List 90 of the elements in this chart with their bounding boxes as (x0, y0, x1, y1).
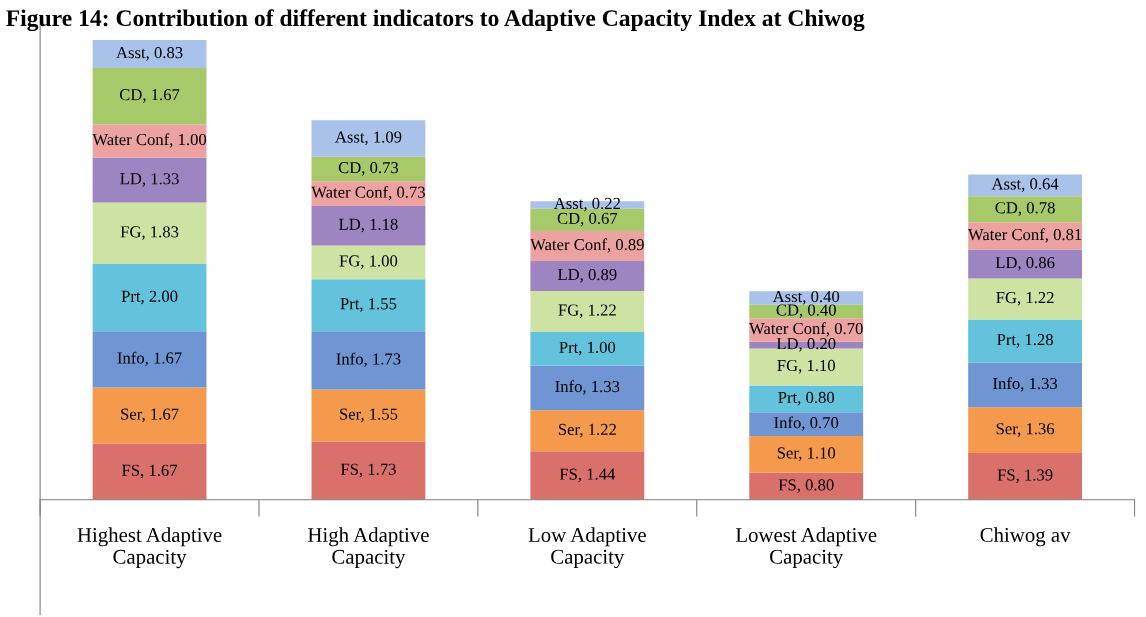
bar (92, 68, 207, 125)
data-label: Water Conf, 0.89 (530, 238, 644, 253)
x-tick-label: High Adaptive Capacity (307, 527, 429, 569)
bar (311, 205, 426, 246)
data-label: Prt, 1.55 (340, 298, 397, 312)
data-label: Water Conf, 0.81 (967, 228, 1082, 243)
bar (92, 40, 207, 69)
data-label: FS, 1.67 (122, 464, 178, 479)
data-label: Info, 1.33 (555, 380, 620, 395)
bar (92, 443, 207, 500)
data-label: FG, 1.10 (777, 359, 835, 374)
data-label: Water Conf, 1.00 (92, 133, 207, 148)
data-label: Ser, 1.22 (558, 423, 616, 438)
data-label: Prt, 1.00 (559, 341, 616, 356)
bar (968, 222, 1083, 250)
bar (749, 412, 864, 436)
data-label: CD, 0.78 (995, 202, 1055, 216)
data-label: CD, 0.67 (557, 212, 618, 227)
data-label: Info, 1.67 (117, 351, 182, 366)
data-label: CD, 0.73 (338, 161, 399, 176)
data-label: Info, 1.33 (993, 377, 1058, 392)
data-label: Ser, 1.55 (340, 408, 398, 423)
data-label: Asst, 0.64 (991, 178, 1059, 192)
bar (749, 472, 864, 500)
x-tick-label: Highest Adaptive Capacity (77, 527, 222, 569)
bar (311, 441, 426, 500)
data-label: Info, 0.70 (774, 416, 839, 431)
data-label: FG, 1.22 (558, 304, 616, 319)
bar (311, 181, 426, 206)
x-tick-label: Lowest Adaptive Capacity (735, 527, 877, 569)
data-label: FS, 1.39 (997, 469, 1053, 483)
bar (968, 319, 1083, 363)
bar (530, 290, 645, 332)
data-label: Prt, 1.28 (997, 333, 1053, 348)
x-tick-label: Chiwog av (980, 527, 1071, 547)
bar (968, 407, 1083, 454)
data-label: Asst, 0.22 (553, 197, 620, 212)
data-label: Water Conf, 0.70 (749, 322, 863, 337)
data-label: Info, 1.73 (336, 352, 401, 367)
bar (311, 389, 426, 442)
data-label: FG, 1.22 (996, 292, 1054, 306)
data-label: LD, 0.89 (557, 268, 617, 283)
chart-title: Figure 14: Contribution of different indicators to Adaptive Capacity Index at Chiwog (6, 9, 865, 32)
bar (311, 120, 426, 157)
data-label: FG, 1.83 (120, 226, 179, 240)
bar (968, 196, 1083, 223)
bar (530, 331, 645, 366)
bar (749, 291, 864, 305)
bar (530, 451, 645, 500)
bar (530, 231, 645, 262)
data-label: FS, 1.73 (340, 463, 396, 478)
x-tick-label: Low Adaptive Capacity (528, 527, 646, 569)
bar (968, 362, 1083, 408)
data-label: Ser, 1.10 (777, 447, 836, 461)
bar (92, 387, 207, 444)
bar (92, 331, 207, 388)
data-label: LD, 0.86 (995, 256, 1055, 271)
bar (311, 245, 426, 280)
data-label: LD, 0.20 (776, 338, 836, 352)
bar (749, 385, 864, 413)
data-label: FS, 1.44 (559, 468, 616, 483)
bar (968, 278, 1083, 320)
data-label: Prt, 2.00 (121, 290, 178, 305)
data-label: Water Conf, 0.73 (311, 185, 425, 201)
bar (968, 174, 1083, 197)
data-label: FS, 0.80 (778, 479, 834, 493)
bar (92, 157, 207, 203)
data-label: LD, 1.18 (339, 218, 398, 233)
bar (311, 156, 426, 182)
bar (92, 202, 207, 265)
bar (92, 264, 207, 332)
data-label: Asst, 1.09 (335, 131, 402, 146)
data-label: Asst, 0.40 (772, 290, 840, 305)
data-label: CD, 0.40 (776, 304, 836, 319)
data-label: Prt, 0.80 (778, 391, 835, 406)
data-label: Asst, 0.83 (116, 46, 183, 61)
bar (968, 249, 1083, 279)
bar (530, 261, 645, 291)
data-label: CD, 1.67 (119, 89, 180, 103)
data-label: Ser, 1.67 (121, 408, 179, 423)
bar (311, 279, 426, 332)
data-label: LD, 1.33 (120, 173, 179, 187)
bar (968, 453, 1083, 500)
data-label: FG, 1.00 (339, 255, 398, 269)
bar (530, 365, 645, 411)
bar (749, 435, 864, 473)
bar (311, 331, 426, 390)
bar (530, 410, 645, 452)
bar (92, 124, 207, 158)
data-label: Ser, 1.36 (996, 423, 1055, 437)
